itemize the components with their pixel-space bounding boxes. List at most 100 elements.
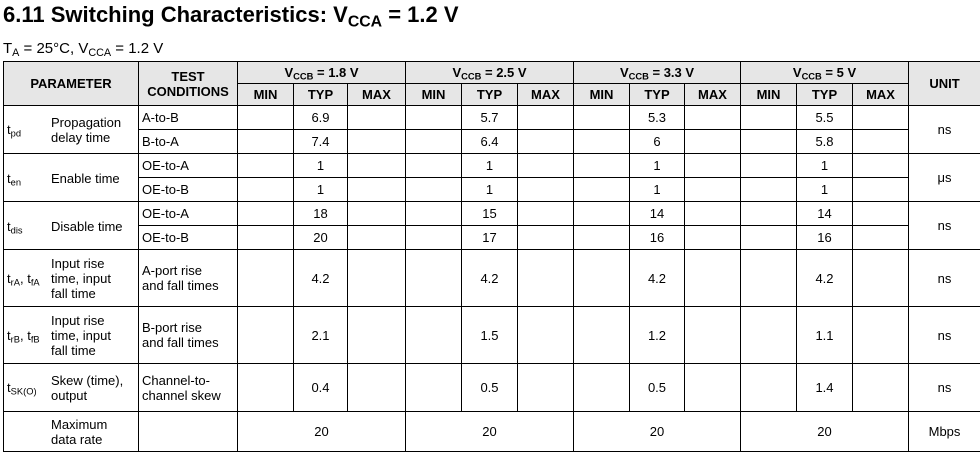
typ-value: 1 — [293, 153, 348, 178]
param-description: Maximum data rate — [51, 416, 108, 447]
table-row: trB, tfB Input rise time, input fall time B… — [3, 306, 980, 364]
typ-value: 2.1 — [293, 306, 348, 364]
typ-value: 15 — [461, 201, 518, 226]
test-condition: A-to-B — [138, 105, 238, 130]
typ-value: 4.2 — [461, 249, 518, 307]
typ-value: 1.2 — [629, 306, 685, 364]
header-vccb-3-3: VCCB = 3.3 V — [573, 61, 741, 84]
header-parameter: PARAMETER — [3, 61, 139, 106]
typ-value: 18 — [293, 201, 348, 226]
test-condition: B-port rise and fall times — [138, 306, 238, 364]
param-cell-ten: ten Enable time — [3, 153, 139, 202]
unit-value: ns — [908, 249, 980, 307]
typ-value: 20 — [237, 411, 406, 452]
param-cell-tdis: tdis Disable time — [3, 201, 139, 250]
table-row: OE-to-B 20 17 16 16 — [4, 225, 980, 250]
table-row: tpdPropagation delay time A-to-B 6.9 5.7 … — [3, 105, 980, 154]
typ-value: 16 — [629, 225, 685, 250]
param-cell-max-data-rate: Maximum data rate — [3, 411, 139, 452]
typ-value: 5.7 — [461, 105, 518, 130]
header-max: MAX — [851, 83, 910, 106]
test-condition: Channel-to-channel skew — [138, 363, 238, 412]
typ-value: 1 — [293, 177, 348, 202]
unit-value: μs — [908, 153, 980, 202]
header-row-groups: PARAMETER TEST CONDITIONS VCCB = 1.8 V VC… — [3, 61, 980, 106]
typ-value: 1.1 — [796, 306, 853, 364]
typ-value: 4.2 — [629, 249, 685, 307]
param-description: Input rise time, input fall time — [51, 312, 111, 358]
typ-value: 20 — [739, 411, 910, 452]
typ-value: 1 — [796, 153, 853, 178]
typ-value: 14 — [796, 201, 853, 226]
header-typ: TYP — [629, 83, 685, 106]
header-min: MIN — [237, 83, 294, 106]
header-row-minmax: MIN TYP MAX MIN TYP MAX MIN TYP MAX MIN TYP MAX — [4, 83, 980, 106]
header-max: MAX — [347, 83, 406, 106]
param-description: Enable time — [51, 170, 120, 186]
param-symbol: tdis — [7, 218, 23, 236]
unit-value: ns — [908, 201, 980, 250]
typ-value: 20 — [405, 411, 574, 452]
typ-value: 7.4 — [293, 129, 348, 154]
test-condition — [138, 411, 238, 452]
typ-value: 1 — [461, 153, 518, 178]
param-cell-tpd: tpd Propagation delay time — [3, 105, 139, 154]
typ-value: 17 — [461, 225, 518, 250]
header-min: MIN — [573, 83, 630, 106]
header-typ: TYP — [293, 83, 348, 106]
typ-value: 20 — [293, 225, 348, 250]
unit-value: ns — [908, 363, 980, 412]
test-conditions-caption: TA = 25°C, VCCA = 1.2 V — [3, 40, 164, 60]
typ-value: 1 — [629, 177, 685, 202]
typ-value: 6.9 — [293, 105, 348, 130]
header-min: MIN — [740, 83, 797, 106]
header-unit: UNIT — [908, 61, 980, 106]
header-test-conditions: TEST CONDITIONS — [138, 61, 238, 106]
typ-value: 1 — [629, 153, 685, 178]
table-row: OE-to-B 1 1 1 1 — [4, 177, 980, 202]
header-typ: TYP — [461, 83, 518, 106]
typ-value: 6 — [629, 129, 685, 154]
typ-value: 1.4 — [796, 363, 853, 412]
header-vccb-1-8: VCCB = 1.8 V — [237, 61, 406, 84]
param-symbol: tSK(O) — [7, 380, 37, 397]
typ-value: 0.5 — [629, 363, 685, 412]
typ-value: 0.4 — [293, 363, 348, 412]
param-symbol: ten — [7, 170, 22, 188]
typ-value: 1.5 — [461, 306, 518, 364]
typ-value: 16 — [796, 225, 853, 250]
table-row: ten Enable time OE-to-A 1 1 1 1 μs — [3, 153, 980, 202]
typ-value: 4.2 — [293, 249, 348, 307]
test-condition: OE-to-B — [138, 177, 238, 202]
param-description: Skew (time), output — [51, 372, 124, 403]
table-row: tdis Disable time OE-to-A 18 15 14 14 ns — [3, 201, 980, 250]
table-row: Maximum data rate 20 20 20 20 Mbps — [3, 411, 980, 452]
param-cell-tsko: tSK(O) Skew (time), output — [3, 363, 139, 412]
test-condition: B-to-A — [138, 129, 238, 154]
test-condition: OE-to-A — [138, 201, 238, 226]
switching-characteristics-table: PARAMETER TEST CONDITIONS VCCB = 1.8 V VC… — [3, 61, 980, 452]
param-symbol: trA, tfA — [7, 270, 40, 288]
typ-value: 1 — [796, 177, 853, 202]
param-cell-trb-tfb: trB, tfB Input rise time, input fall time — [3, 306, 139, 364]
header-vccb-5: VCCB = 5 V — [739, 61, 910, 84]
typ-value: 6.4 — [461, 129, 518, 154]
typ-value: 1 — [461, 177, 518, 202]
unit-value: Mbps — [908, 411, 980, 452]
typ-value: 5.5 — [796, 105, 853, 130]
param-description: Input rise time, input fall time — [51, 255, 111, 301]
typ-value: 4.2 — [796, 249, 853, 307]
header-max: MAX — [684, 83, 741, 106]
test-condition: A-port rise and fall times — [138, 249, 238, 307]
typ-value: 14 — [629, 201, 685, 226]
table-row: trA, tfA Input rise time, input fall time A… — [3, 249, 980, 307]
test-condition: OE-to-A — [138, 153, 238, 178]
typ-value: 0.5 — [461, 363, 518, 412]
table-row: tSK(O) Skew (time), output Channel-to-chan… — [3, 363, 980, 412]
unit-value: ns — [908, 105, 980, 154]
param-description: Disable time — [51, 218, 123, 234]
typ-value: 5.8 — [796, 129, 853, 154]
param-description: Propagation delay time — [51, 114, 122, 145]
header-min: MIN — [405, 83, 462, 106]
section-title: 6.11 Switching Characteristics: VCCA = 1… — [3, 2, 459, 31]
